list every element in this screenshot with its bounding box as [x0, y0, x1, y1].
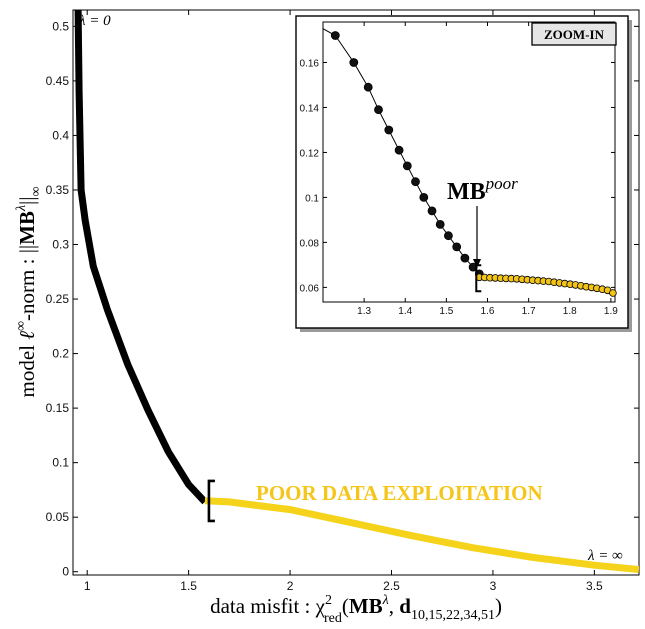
zoom-point-regularized	[435, 219, 445, 229]
y-tick-label: 0.45	[46, 74, 70, 88]
zoom-in-badge: ZOOM-IN	[531, 22, 617, 46]
zoom-in-title: ZOOM-IN	[544, 27, 605, 42]
x-tick-label: 1.6	[481, 306, 495, 317]
zoom-point-regularized	[419, 192, 429, 202]
mb-poor-arrow	[473, 206, 481, 268]
y-tick-label: 0.12	[300, 148, 320, 159]
zoom-point-poor	[609, 289, 617, 297]
x-tick-label: 1.3	[357, 306, 371, 317]
main-x-axis: 1 1.5 2 2.5 3 3.5	[84, 10, 603, 593]
y-tick-label: 0.4	[52, 128, 69, 142]
poor-data-exploitation-label: POOR DATA EXPLOITATION	[256, 481, 543, 505]
y-tick-label: 0.14	[300, 103, 320, 114]
main-series	[74, 10, 639, 573]
zoom-point-regularized	[394, 145, 404, 155]
y-tick-label: 0.25	[46, 292, 70, 306]
x-tick-label: 1.4	[398, 306, 412, 317]
y-tick-label: 0.2	[52, 347, 69, 361]
x-tick-label: 3	[490, 579, 497, 593]
x-axis-label: data misfit : χ2 red(MBλ, d10,15,22,34,51…	[210, 593, 502, 626]
zoom-point-regularized	[460, 253, 470, 263]
zoom-in-inset: 1.3 1.4 1.5 1.6 1.7 1.8 1.9 0.06 0.08 0.1 0.12 0.1…	[295, 15, 632, 332]
main-y-axis: 0 0.05 0.1 0.15 0.2 0.25 0.3 0.35 0.4 0.45 0.5	[46, 19, 639, 579]
y-tick-label: 0.05	[46, 510, 70, 524]
x-tick-label: 1.8	[563, 306, 577, 317]
zoom-point-regularized	[363, 82, 373, 92]
regularized-curve-line	[74, 10, 208, 505]
zoom-point-regularized	[384, 125, 394, 135]
main-bracket	[207, 479, 215, 523]
y-tick-label: 0.5	[52, 19, 69, 33]
mb-poor-label: MBpoor	[447, 174, 518, 205]
y-tick-label: 0.16	[300, 58, 320, 69]
x-tick-label: 1	[84, 579, 91, 593]
x-tick-label: 1.5	[439, 306, 453, 317]
y-tick-label: 0.06	[300, 283, 320, 294]
inset-y-axis: 0.06 0.08 0.1 0.12 0.14 0.16	[300, 58, 615, 294]
lambda-inf-label: λ = ∞	[587, 548, 623, 564]
x-tick-label: 1.5	[180, 579, 197, 593]
y-axis-label: model ℓ∞-norm : ||MBλ||∞	[14, 187, 44, 398]
x-tick-label: 2.5	[383, 579, 400, 593]
y-tick-label: 0.3	[52, 238, 69, 252]
zoom-point-regularized	[427, 206, 437, 216]
y-tick-label: 0.35	[46, 183, 70, 197]
x-tick-label: 3.5	[586, 579, 603, 593]
zoom-point-regularized	[374, 105, 383, 115]
lambda-zero-label: λ = 0	[78, 13, 111, 29]
x-tick-label: 2	[287, 579, 294, 593]
inset-series	[322, 28, 617, 297]
y-tick-label: 0.15	[46, 401, 70, 415]
inset-x-axis: 1.3 1.4 1.5 1.6 1.7 1.8 1.9	[357, 22, 618, 317]
y-tick-label: 0.1	[305, 193, 319, 204]
y-tick-label: 0	[62, 565, 69, 579]
zoom-point-regularized	[402, 161, 412, 171]
zoom-point-regularized	[452, 242, 462, 252]
x-tick-label: 1.7	[522, 306, 536, 317]
zoom-point-regularized	[349, 58, 359, 67]
x-tick-label: 1.9	[604, 306, 618, 317]
zoom-point-regularized	[411, 177, 420, 187]
poor-exploitation-curve-line	[204, 497, 639, 573]
zoom-point-regularized	[330, 31, 340, 40]
y-tick-label: 0.1	[52, 456, 69, 470]
y-tick-label: 0.08	[300, 238, 320, 249]
inset-bracket	[475, 264, 482, 293]
zoom-point-regularized	[443, 231, 453, 241]
inset-plot-frame	[322, 21, 616, 303]
